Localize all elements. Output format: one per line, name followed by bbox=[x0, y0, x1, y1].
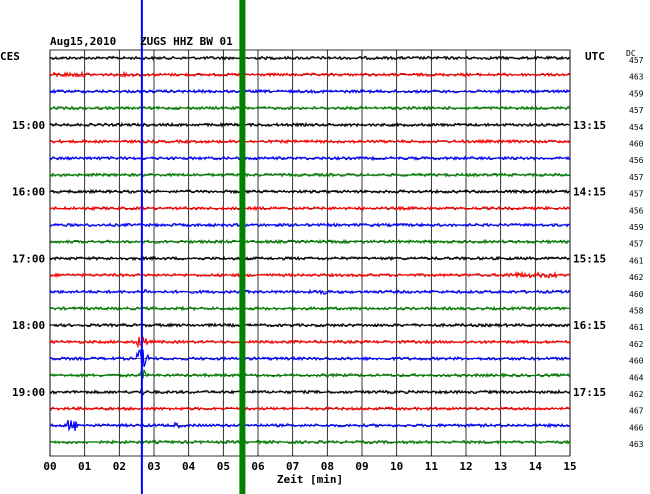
x-tick-label-05: 05 bbox=[217, 460, 230, 473]
trace-row-18 bbox=[49, 349, 571, 368]
dc-offset-value: 454 bbox=[629, 123, 644, 132]
x-tick-label-09: 09 bbox=[355, 460, 368, 473]
x-tick-label-14: 14 bbox=[529, 460, 543, 473]
dc-offset-value: 460 bbox=[629, 357, 644, 366]
local-hour-label: 17:00 bbox=[12, 252, 45, 265]
local-hour-label: 16:00 bbox=[12, 186, 45, 199]
x-tick-label-11: 11 bbox=[425, 460, 439, 473]
grid bbox=[49, 49, 571, 457]
plot-frame bbox=[49, 49, 571, 457]
local-hour-label: 18:00 bbox=[12, 319, 45, 332]
dc-offset-value: 462 bbox=[629, 340, 644, 349]
traces bbox=[49, 55, 571, 445]
trace-row-19 bbox=[49, 368, 571, 380]
trace-row-3 bbox=[49, 105, 571, 111]
dc-offset-header: DC bbox=[626, 49, 636, 58]
x-tick-label-02: 02 bbox=[113, 460, 126, 473]
dc-offset-value: 463 bbox=[629, 440, 644, 449]
utc-hour-label: 16:15 bbox=[573, 319, 606, 332]
trace-row-21 bbox=[49, 405, 571, 412]
x-tick-label-10: 10 bbox=[390, 460, 403, 473]
dc-offset-value: 456 bbox=[629, 156, 644, 165]
trace-row-10 bbox=[50, 222, 571, 228]
trace-row-1 bbox=[49, 70, 570, 79]
x-tick-label-03: 03 bbox=[147, 460, 160, 473]
x-tick-label-12: 12 bbox=[459, 460, 472, 473]
dc-offset-value: 461 bbox=[629, 323, 644, 332]
dc-offset-value: 464 bbox=[629, 373, 644, 382]
dc-offset-value: 459 bbox=[629, 89, 644, 98]
x-tick-label-15: 15 bbox=[563, 460, 576, 473]
dc-offset-value: 461 bbox=[629, 256, 644, 265]
trace-row-13 bbox=[49, 270, 571, 280]
dc-offset-value: 459 bbox=[629, 223, 644, 232]
axis-labels: 00 01 02 03 04 05 06 07 08 09 10 11 12 13 14 15 15:00 16:… bbox=[12, 56, 644, 473]
dc-offset-value: 457 bbox=[629, 240, 644, 249]
utc-timezone-label: UTC bbox=[585, 50, 605, 63]
local-hour-label: 15:00 bbox=[12, 119, 45, 132]
local-timezone-label: CES bbox=[0, 50, 20, 63]
trace-row-15 bbox=[49, 305, 571, 312]
recording-date: Aug15,2010 bbox=[50, 35, 116, 48]
x-tick-label-07: 07 bbox=[286, 460, 299, 473]
trace-row-4 bbox=[49, 121, 571, 128]
dc-offset-value: 458 bbox=[629, 307, 644, 316]
dc-offset-value: 460 bbox=[629, 290, 644, 299]
x-tick-label-00: 00 bbox=[43, 460, 56, 473]
trace-row-7 bbox=[49, 172, 571, 178]
x-axis-label: Zeit [min] bbox=[277, 473, 343, 486]
markers bbox=[140, 0, 246, 494]
dc-offset-value: 462 bbox=[629, 390, 644, 399]
dc-offset-value: 457 bbox=[629, 173, 644, 182]
trace-row-0 bbox=[49, 55, 571, 61]
x-tick-label-01: 01 bbox=[78, 460, 92, 473]
local-hour-label: 19:00 bbox=[12, 386, 45, 399]
trace-row-22 bbox=[49, 419, 571, 432]
trace-row-23 bbox=[49, 439, 571, 445]
dc-offset-value: 457 bbox=[629, 56, 644, 65]
dc-offset-value: 456 bbox=[629, 206, 644, 215]
utc-hour-label: 14:15 bbox=[573, 186, 606, 199]
x-tick-label-08: 08 bbox=[321, 460, 334, 473]
station-code: ZUGS HHZ BW 01 bbox=[140, 35, 233, 48]
trace-row-12 bbox=[49, 255, 571, 262]
utc-hour-label: 15:15 bbox=[573, 252, 606, 265]
utc-hour-label: 13:15 bbox=[573, 119, 606, 132]
x-tick-label-13: 13 bbox=[494, 460, 507, 473]
utc-hour-label: 17:15 bbox=[573, 386, 606, 399]
green-marker-band bbox=[239, 0, 246, 494]
dc-offset-value: 466 bbox=[629, 423, 644, 432]
x-tick-label-06: 06 bbox=[251, 460, 265, 473]
dc-offset-value: 467 bbox=[629, 407, 644, 416]
trace-row-20 bbox=[49, 388, 571, 396]
x-tick-label-04: 04 bbox=[182, 460, 196, 473]
dc-offset-value: 457 bbox=[629, 106, 644, 115]
trace-row-17 bbox=[49, 336, 571, 349]
trace-row-6 bbox=[49, 155, 571, 161]
dc-offset-value: 460 bbox=[629, 140, 644, 149]
trace-row-8 bbox=[49, 188, 571, 195]
trace-row-11 bbox=[49, 238, 571, 245]
dc-offset-value: 462 bbox=[629, 273, 644, 282]
trace-row-16 bbox=[49, 322, 571, 329]
dc-offset-value: 457 bbox=[629, 190, 644, 199]
trace-row-2 bbox=[49, 88, 571, 95]
trace-row-5 bbox=[49, 138, 571, 145]
dc-offset-value: 463 bbox=[629, 73, 644, 82]
trace-row-14 bbox=[49, 288, 571, 296]
trace-row-9 bbox=[49, 205, 571, 212]
